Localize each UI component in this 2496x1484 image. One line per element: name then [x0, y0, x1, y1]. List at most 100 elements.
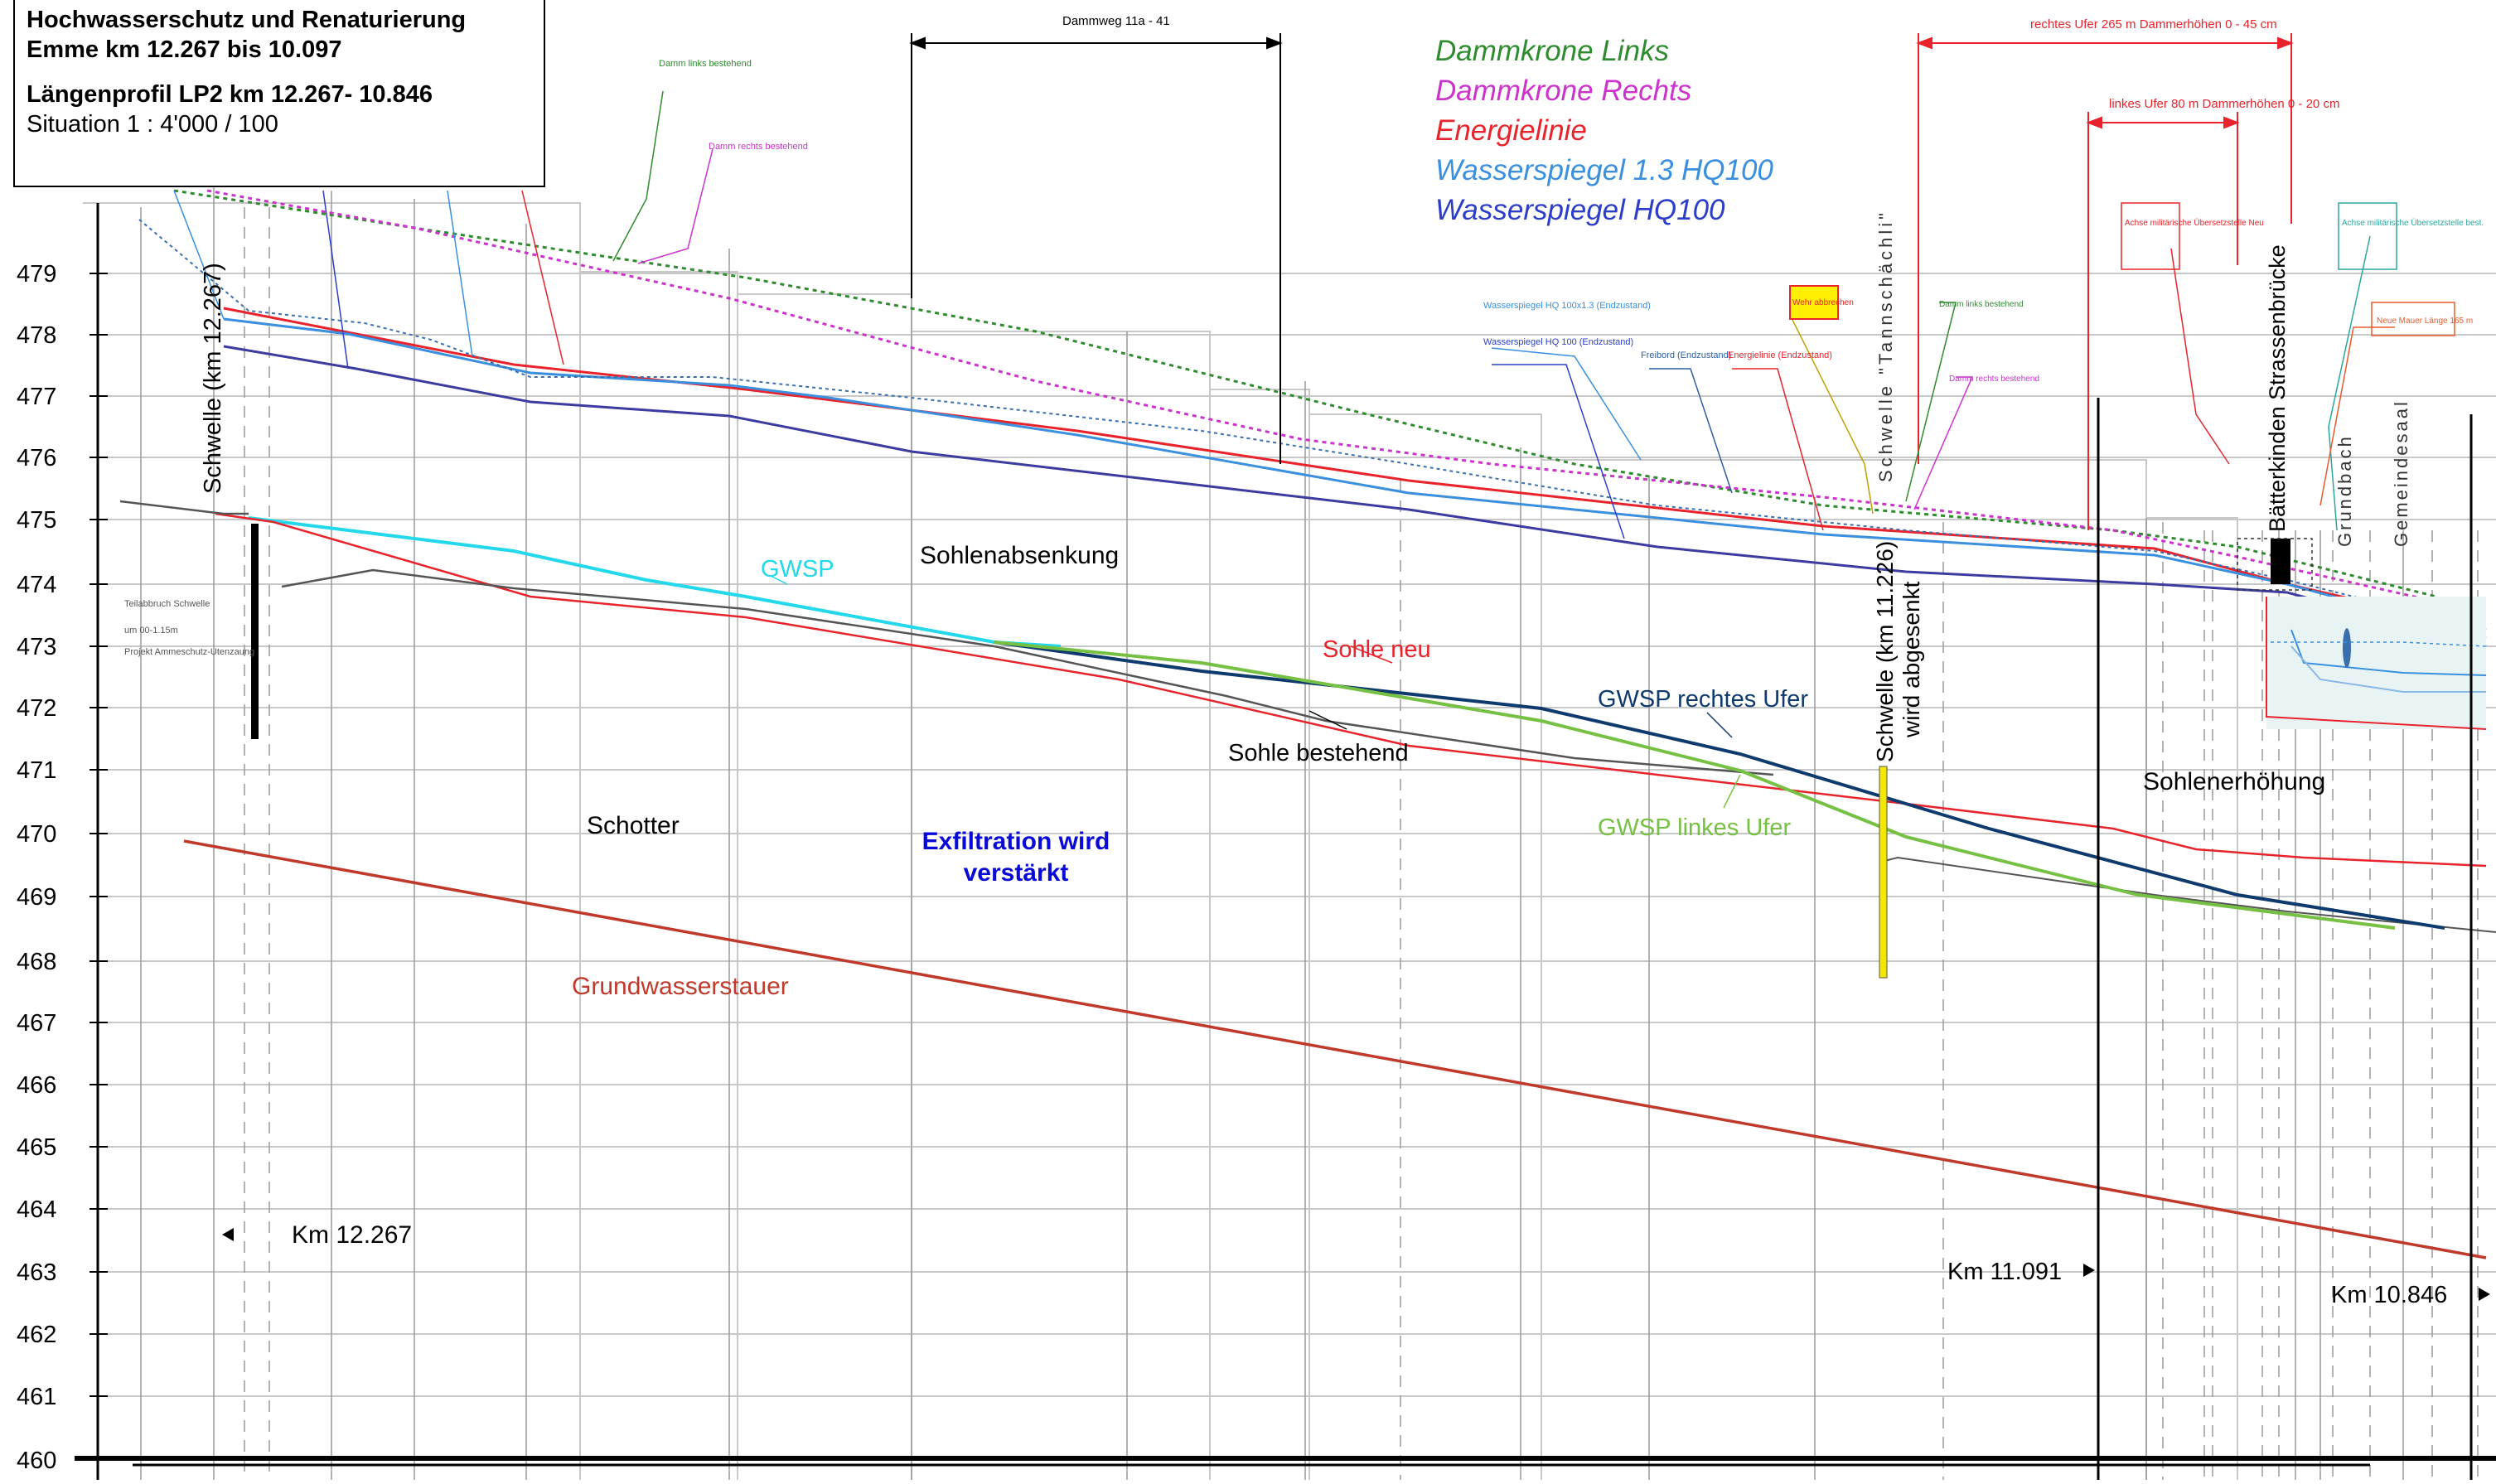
gwsp-linkes-ufer-label: GWSP linkes Ufer [1598, 815, 1791, 841]
grundwasserstauer-label: Grundwasserstauer [572, 973, 789, 1000]
freibord-note: Freibord (Endzustand) [1641, 350, 1731, 360]
grundbach-label: Grundbach [2334, 434, 2355, 547]
km-11091-arrow-icon [2083, 1264, 2095, 1277]
wasserspiegel-dotted-line [138, 219, 2487, 631]
y-tick-label: 472 [17, 695, 56, 722]
sohlenabsenkung-label: Sohlenabsenkung [920, 542, 1119, 569]
schwelle-left-post [251, 524, 259, 739]
station-dashed-lines [244, 207, 2479, 1480]
energielinie-line [223, 307, 2487, 631]
schwelle-left-label: Schwelle (km 12.267) [200, 263, 226, 494]
y-tick-label: 463 [17, 1259, 56, 1286]
km-11091-label: Km 11.091 [1947, 1259, 2062, 1285]
grundwasserstauer-line [183, 839, 2487, 1259]
y-tick-label: 468 [17, 949, 56, 975]
damm-links-bestehend-note-2: Damm links bestehend [1939, 300, 2024, 309]
annotation-leaders [173, 90, 2395, 809]
y-tick-label: 478 [17, 322, 56, 349]
wasserspiegel-hq100-line [223, 345, 2487, 648]
bruecke-pier [2271, 539, 2290, 584]
sohle-bestehend-lower-line [1880, 856, 2496, 933]
station-lines [140, 182, 2404, 1480]
achse-neu-note: Achse militärische Übersetzstelle Neu [2125, 218, 2264, 228]
bruecke-outline [2237, 538, 2313, 591]
exfiltration-label-line1: Exfiltration wird [922, 828, 1110, 855]
gwsp-label: GWSP [761, 556, 834, 582]
km-10846-arrow-icon [2479, 1288, 2490, 1301]
km-12267-label: Km 12.267 [292, 1221, 412, 1249]
teilabbruch-note-1: Teilabbruch Schwelle [124, 599, 210, 609]
sohlenerhoehung-label: Sohlenerhöhung [2143, 768, 2325, 795]
neue-mauer-box [2371, 302, 2455, 336]
schwelle-mid-label-2: wird abgesenkt [1899, 581, 1924, 738]
gwsp-rechtes-ufer-line [994, 640, 2445, 930]
damm-rechts-bestehend-note-2: Damm rechts bestehend [1949, 375, 2039, 384]
legend-item-wasserspiegel-hq100: Wasserspiegel HQ100 [1435, 194, 1725, 226]
neue-mauer-note: Neue Mauer Länge 165 m [2377, 317, 2473, 326]
title-line-3: Längenprofil LP2 km 12.267- 10.846 [27, 81, 433, 108]
y-tick-label: 469 [17, 884, 56, 911]
schwelle-mid-post [1879, 766, 1888, 979]
gwsp-line [248, 516, 1062, 648]
y-tick-label: 475 [17, 507, 56, 534]
sohle-neu-label: Sohle neu [1323, 636, 1431, 663]
legend-item-dammkrone-rechts: Dammkrone Rechts [1435, 75, 1692, 107]
km-10846-label: Km 10.846 [2331, 1282, 2447, 1308]
sohle-bestehend-label: Sohle bestehend [1228, 740, 1409, 766]
y-tick-label: 476 [17, 445, 56, 471]
y-axis-ticks: 479 478 477 476 475 474 473 472 471 470 469 468 467 4… [17, 261, 108, 1474]
sohle-bestehend-line [281, 568, 1774, 776]
achse-best-note: Achse militärische Übersetzstelle best. [2342, 218, 2484, 228]
exfiltration-label-line2: verstärkt [964, 859, 1069, 887]
y-tick-label: 473 [17, 634, 56, 660]
y-tick-label: 479 [17, 261, 56, 288]
y-tick-label: 464 [17, 1196, 56, 1223]
wasserspiegel-13-hq100-line [223, 317, 2487, 640]
y-tick-label: 470 [17, 821, 56, 848]
wehr-highlight [1789, 285, 1839, 320]
linkes-ufer-dimension [2086, 112, 2240, 530]
bruecke-label: Bätterkinden Strassenbrücke [2265, 244, 2290, 532]
teilabbruch-note-3: Projekt Ammeschutz-Utenzaung [124, 647, 254, 657]
dammweg-note: Dammweg 11a - 41 [1062, 14, 1170, 28]
title-line-1: Hochwasserschutz und Renaturierung [27, 7, 467, 33]
existing-terrain-line [119, 500, 249, 515]
legend: Dammkrone Links Dammkrone Rechts Energie… [1435, 31, 1773, 230]
dammkrone-links-line [173, 189, 2437, 598]
energielinie-end-note: Energielinie (Endzustand) [1728, 350, 1832, 360]
damm-rechts-bestehend-note: Damm rechts bestehend [709, 142, 808, 152]
title-block: Hochwasserschutz und Renaturierung Emme … [13, 0, 545, 187]
y-tick-label: 465 [17, 1134, 56, 1161]
y-tick-label: 477 [17, 384, 56, 410]
right-channel-section [2266, 597, 2487, 730]
y-tick-label: 474 [17, 572, 56, 598]
title-line-4: Situation 1 : 4'000 / 100 [27, 111, 278, 138]
wsp-hq100x13-note: Wasserspiegel HQ 100x1.3 (Endzustand) [1483, 301, 1651, 311]
dammweg-dimension [909, 33, 1283, 464]
profile-step-boxes [83, 202, 2238, 1480]
gwsp-linkes-ufer-line [994, 640, 2396, 930]
wsp-hq100-note: Wasserspiegel HQ 100 (Endzustand) [1483, 337, 1633, 347]
title-line-2: Emme km 12.267 bis 10.097 [27, 36, 342, 63]
y-tick-label: 466 [17, 1072, 56, 1099]
achse-best-box [2338, 202, 2397, 270]
tannschaechli-label: Schwelle "Tannschächli" [1875, 210, 1896, 482]
y-tick-label: 471 [17, 757, 56, 784]
schwelle-mid-label-1: Schwelle (km 11.226) [1872, 541, 1898, 762]
y-tick-label: 460 [17, 1448, 56, 1474]
teilabbruch-note-2: um 00-1.15m [124, 626, 178, 636]
legend-item-dammkrone-links: Dammkrone Links [1435, 35, 1670, 67]
damm-links-bestehend-note: Damm links bestehend [659, 59, 752, 69]
y-tick-label: 462 [17, 1322, 56, 1348]
rechtes-ufer-note: rechtes Ufer 265 m Dammerhöhen 0 - 45 cm [2030, 17, 2277, 31]
legend-item-energielinie: Energielinie [1435, 114, 1587, 147]
legend-item-wasserspiegel-13-hq100: Wasserspiegel 1.3 HQ100 [1435, 154, 1773, 186]
y-tick-label: 467 [17, 1010, 56, 1037]
achse-neu-box [2121, 202, 2180, 270]
km-12267-arrow-icon [222, 1228, 234, 1241]
y-tick-label: 461 [17, 1384, 56, 1410]
wehr-note: Wehr abbrechen [1792, 298, 1854, 307]
rechtes-ufer-dimension [1916, 33, 2294, 464]
